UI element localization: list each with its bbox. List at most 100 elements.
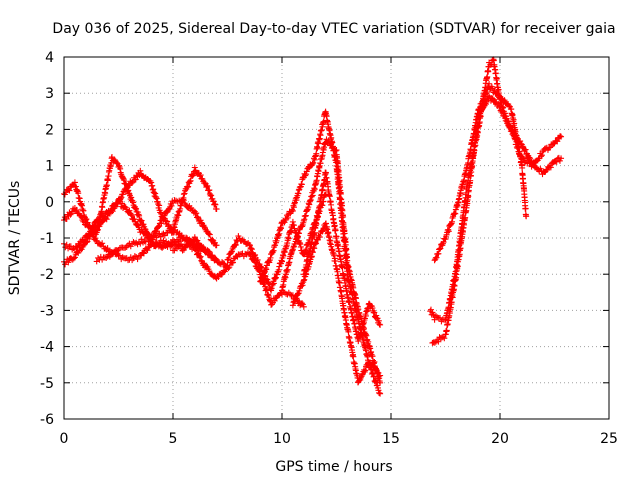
- data-point: [193, 210, 200, 217]
- data-point: [331, 222, 338, 229]
- series-track-14: [431, 80, 530, 264]
- data-point: [204, 183, 211, 190]
- y-tick-label: -2: [40, 267, 54, 283]
- data-point: [270, 280, 277, 287]
- data-point: [149, 236, 156, 243]
- data-point: [375, 317, 382, 324]
- data-point: [247, 245, 254, 252]
- data-point: [440, 239, 447, 246]
- y-tick-label: -6: [40, 412, 54, 428]
- data-point: [257, 278, 264, 285]
- data-point: [195, 242, 202, 249]
- data-point: [526, 154, 533, 161]
- data-point: [176, 242, 183, 249]
- data-point: [467, 147, 474, 154]
- data-point: [128, 212, 135, 219]
- data-point: [196, 254, 203, 261]
- data-point: [316, 234, 323, 241]
- data-point: [184, 184, 191, 191]
- data-point: [502, 115, 509, 122]
- y-tick-label: -1: [40, 231, 54, 247]
- data-point: [553, 158, 560, 165]
- data-point: [340, 213, 347, 220]
- data-point: [521, 147, 528, 154]
- data-point: [208, 192, 215, 199]
- data-point: [191, 164, 198, 171]
- data-point: [287, 291, 294, 298]
- data-point: [476, 107, 483, 114]
- data-point: [132, 176, 139, 183]
- data-point: [202, 249, 209, 256]
- data-point: [213, 242, 220, 249]
- data-point: [131, 240, 138, 247]
- y-tick-label: -4: [40, 340, 54, 356]
- data-point: [435, 338, 442, 345]
- data-point: [71, 254, 78, 261]
- data-point: [436, 246, 443, 253]
- data-point: [372, 364, 379, 371]
- data-point: [489, 95, 496, 102]
- data-point: [187, 177, 194, 184]
- data-point: [90, 224, 97, 231]
- data-point: [345, 328, 352, 335]
- data-point: [129, 179, 136, 186]
- data-point: [73, 206, 80, 213]
- data-point: [134, 256, 141, 263]
- data-point: [254, 256, 261, 263]
- data-point: [229, 259, 236, 266]
- data-point: [66, 187, 73, 194]
- data-point: [232, 241, 239, 248]
- data-point: [299, 282, 306, 289]
- data-point: [486, 80, 493, 87]
- data-point: [478, 103, 485, 110]
- data-point: [126, 207, 133, 214]
- data-point: [135, 211, 142, 218]
- data-point: [441, 335, 448, 342]
- data-point: [153, 228, 160, 235]
- data-point: [506, 102, 513, 109]
- data-point: [337, 190, 344, 197]
- data-point: [210, 198, 217, 205]
- data-point: [137, 167, 144, 174]
- data-point: [158, 220, 165, 227]
- data-point: [108, 154, 115, 161]
- data-point: [517, 153, 524, 160]
- data-point: [189, 172, 196, 179]
- data-point: [554, 138, 561, 145]
- data-point: [522, 205, 529, 212]
- data-point: [435, 250, 442, 257]
- data-point: [289, 302, 296, 309]
- series-track-8: [257, 108, 384, 397]
- data-point: [326, 193, 333, 200]
- axis-ticks: 0 5 10 15 20 25 -6 -5 -4 -3 -2 -1 0 1 2 3 4: [40, 50, 618, 447]
- data-point: [95, 216, 102, 223]
- x-tick-label: 10: [273, 431, 291, 447]
- data-point: [236, 251, 243, 258]
- data-point: [206, 231, 213, 238]
- y-tick-label: -5: [40, 376, 54, 392]
- data-point: [448, 299, 455, 306]
- data-point: [318, 127, 325, 134]
- data-point: [140, 221, 147, 228]
- data-point: [209, 236, 216, 243]
- data-point: [302, 172, 309, 179]
- data-point: [119, 254, 126, 261]
- data-point: [498, 107, 505, 114]
- data-point: [332, 227, 339, 234]
- data-point: [264, 276, 271, 283]
- data-point: [296, 287, 303, 294]
- data-point: [328, 134, 335, 141]
- data-point: [271, 297, 278, 304]
- data-point: [510, 116, 517, 123]
- data-point: [339, 264, 346, 271]
- data-point: [496, 104, 503, 111]
- data-point: [160, 237, 167, 244]
- data-point: [206, 248, 213, 255]
- data-point: [437, 245, 444, 252]
- data-point: [538, 152, 545, 159]
- data-point: [298, 181, 305, 188]
- data-point: [374, 369, 381, 376]
- data-point: [504, 118, 511, 125]
- data-point: [302, 171, 309, 178]
